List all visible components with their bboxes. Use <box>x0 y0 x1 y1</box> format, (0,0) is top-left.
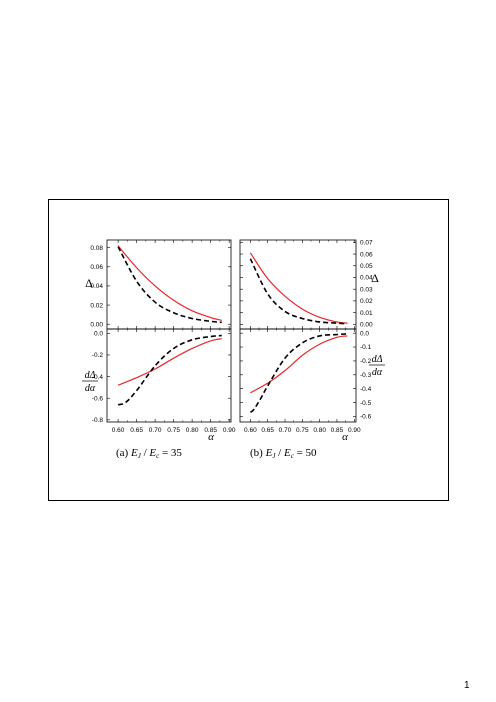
y-tick-label: -0.2 <box>92 352 104 359</box>
y-tick-label: -0.2 <box>360 358 372 365</box>
panel-b-bottom: 0.60 0.65 0.70 0.75 0.80 0.85 0.90 0.0 -0.1 -0.2 -… <box>239 328 372 434</box>
y-tick-label: 0.00 <box>360 322 373 329</box>
x-tick-label: 0.80 <box>313 427 326 434</box>
panel-b-xlabel: α <box>342 431 348 443</box>
y-tick-label: 0.04 <box>90 283 103 290</box>
panel-b-bottom-ylabel: dΔ dα <box>369 354 385 378</box>
svg-text:dΔ: dΔ <box>85 370 96 381</box>
x-tick-label: 0.65 <box>130 427 143 434</box>
svg-text:dα: dα <box>372 367 383 378</box>
y-tick-label: 0.07 <box>360 240 373 247</box>
y-tick-label: 0.0 <box>94 331 103 338</box>
y-tick-label: -0.1 <box>360 344 372 351</box>
x-tick-label: 0.60 <box>244 427 257 434</box>
x-tick-label: 0.85 <box>204 427 217 434</box>
series-line-solid <box>250 335 348 394</box>
y-tick-label: 0.04 <box>360 275 373 282</box>
x-tick-label: 0.70 <box>149 427 162 434</box>
panel-a-bottom-axes-box <box>106 328 232 423</box>
y-tick-label: 0.06 <box>90 264 103 271</box>
y-tick-label: 0.06 <box>360 251 373 258</box>
y-tick-label: 0.08 <box>90 245 103 252</box>
chart-panels: 0.00 0.02 0.04 0.06 0.08 0.60 0.65 0.70 0.75 0.80… <box>90 240 373 434</box>
panel-b-top-axes-box <box>239 239 357 330</box>
panel-a-bottom-ylabel: dΔ dα <box>82 370 98 394</box>
y-tick-label: 0.02 <box>90 302 103 309</box>
series-line-solid <box>249 252 348 324</box>
series-line-solid <box>117 338 222 386</box>
y-tick-label: 0.01 <box>360 310 373 317</box>
series-line-dashed <box>249 258 348 325</box>
x-tick-label: 0.90 <box>223 427 236 434</box>
caption-a: (a) EJ / Ec = 35 <box>116 447 182 460</box>
y-tick-label: 0.00 <box>90 321 103 328</box>
panel-a-xlabel: α <box>208 431 214 443</box>
y-tick-label: 0.05 <box>360 263 373 270</box>
x-tick-label: 0.65 <box>261 427 274 434</box>
x-tick-label: 0.70 <box>279 427 292 434</box>
y-tick-label: -0.3 <box>360 372 372 379</box>
y-tick-label: -0.5 <box>360 400 372 407</box>
x-tick-label: 0.85 <box>331 427 344 434</box>
panel-b-bottom-axes-box <box>239 328 357 423</box>
svg-text:dα: dα <box>85 383 96 394</box>
figure-frame <box>48 199 449 501</box>
panel-a-top-ylabel: Δ <box>85 276 93 290</box>
y-tick-label: -0.8 <box>92 417 104 424</box>
series-line-solid <box>117 245 222 321</box>
y-tick-label: 0.02 <box>360 298 373 305</box>
series-line-dashed <box>117 334 222 406</box>
x-tick-label: 0.75 <box>296 427 309 434</box>
x-tick-label: 0.75 <box>167 427 180 434</box>
panel-a-top: 0.00 0.02 0.04 0.06 0.08 <box>90 239 232 330</box>
y-tick-label: -0.4 <box>92 374 104 381</box>
panel-b-top: 0.00 0.01 0.02 0.03 0.04 0.05 0.06 0.07 <box>239 239 373 330</box>
y-tick-label: -0.4 <box>360 386 372 393</box>
panel-a-bottom: 0.60 0.65 0.70 0.75 0.80 0.85 0.90 0.0 -0.2 -0.4 -… <box>92 328 236 434</box>
series-line-dashed <box>249 333 348 413</box>
series-line-dashed <box>117 246 222 324</box>
x-tick-label: 0.80 <box>186 427 199 434</box>
panel-a-top-axes-box <box>106 239 232 330</box>
caption-b: (b) EJ / Ec = 50 <box>250 447 317 460</box>
page-number: 1 <box>464 680 470 691</box>
panel-b-top-ylabel: Δ <box>371 271 379 285</box>
x-tick-label: 0.60 <box>112 427 125 434</box>
y-tick-label: -0.6 <box>360 414 372 421</box>
y-tick-label: -0.6 <box>92 395 104 402</box>
svg-text:dΔ: dΔ <box>372 354 383 365</box>
x-tick-label: 0.90 <box>348 427 361 434</box>
y-tick-label: 0.0 <box>360 330 369 337</box>
y-tick-label: 0.03 <box>360 286 373 293</box>
